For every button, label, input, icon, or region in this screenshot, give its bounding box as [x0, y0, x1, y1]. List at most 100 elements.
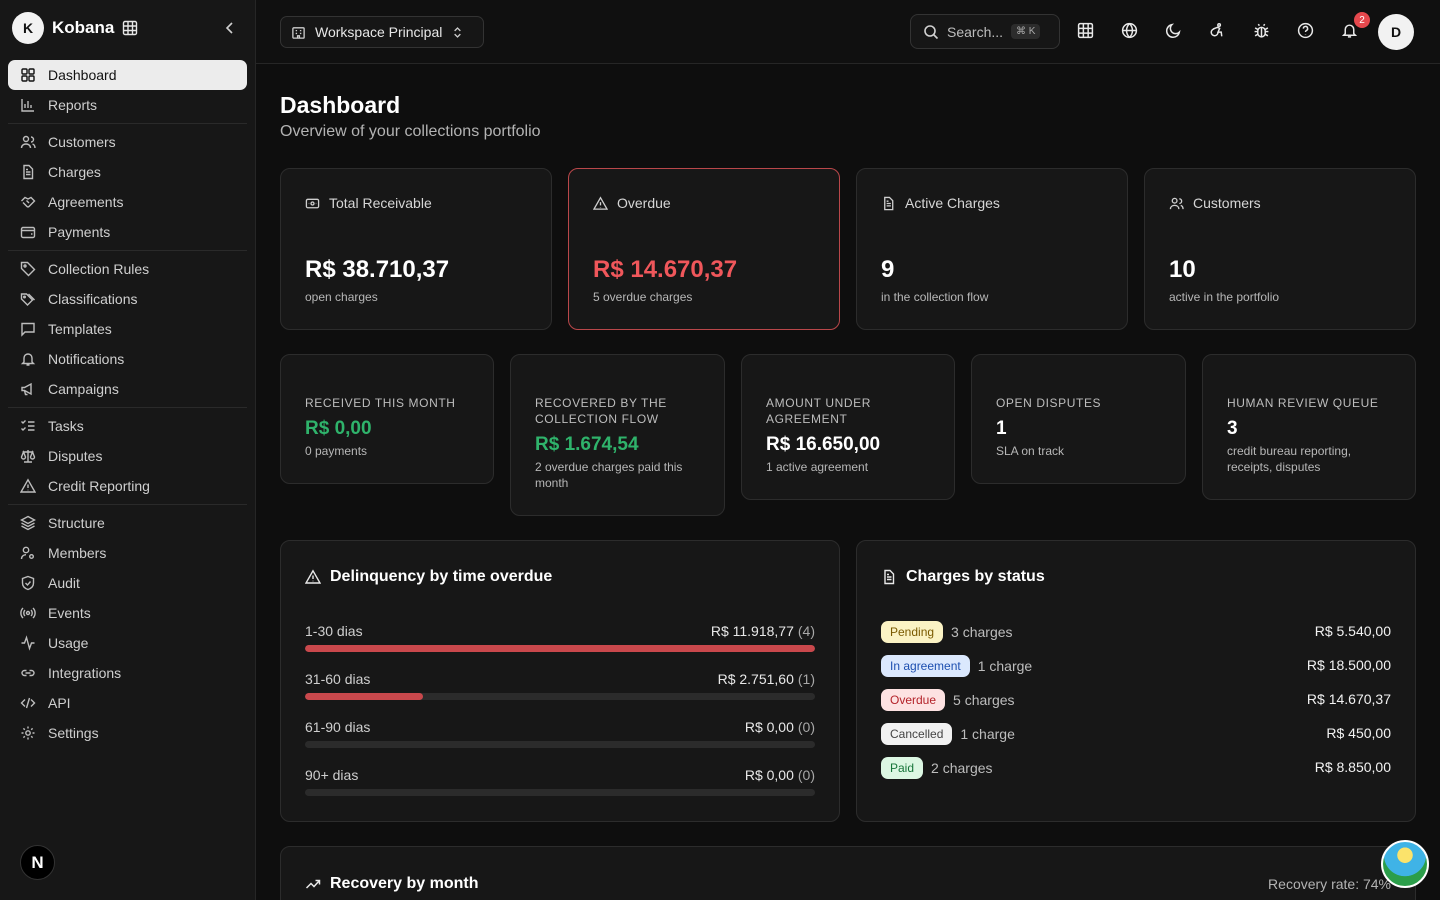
status-amount: R$ 18.500,00	[1306, 657, 1391, 673]
user-avatar[interactable]: D	[1378, 14, 1414, 50]
status-row[interactable]: In agreement 1 charge R$ 18.500,00	[881, 655, 1391, 677]
status-row[interactable]: Paid 2 charges R$ 8.850,00	[881, 757, 1391, 779]
alert-icon	[593, 195, 608, 210]
sidebar-item-label: Templates	[48, 321, 112, 337]
status-badge: Paid	[881, 757, 924, 779]
status-row[interactable]: Pending 3 charges R$ 5.540,00	[881, 621, 1391, 643]
status-amount: R$ 5.540,00	[1314, 623, 1391, 639]
search-button[interactable]: Search... ⌘ K	[910, 14, 1060, 49]
sidebar-item-agreements[interactable]: Agreements	[8, 187, 247, 217]
sidebar-item-campaigns[interactable]: Campaigns	[8, 374, 247, 404]
file-icon	[884, 196, 894, 210]
stat-card-agreement: Amount under agreement R$ 16.650,00 1 ac…	[741, 354, 955, 500]
sidebar-item-customers[interactable]: Customers	[8, 127, 247, 157]
amount-text: R$ 0,00	[744, 719, 794, 735]
sidebar-item-reports[interactable]: Reports	[8, 90, 247, 120]
stat-card-recovered: Recovered by the collection flow R$ 1.67…	[510, 354, 725, 516]
sidebar-item-audit[interactable]: Audit	[8, 568, 247, 598]
sidebar-item-credit-reporting[interactable]: Credit Reporting	[8, 471, 247, 501]
sidebar-item-tasks[interactable]: Tasks	[8, 411, 247, 441]
kpi-header: Active Charges	[881, 195, 1000, 211]
delinquency-row: 61-90 dias R$ 0,00 (0)	[305, 719, 815, 745]
kpi-note: active in the portfolio	[1169, 290, 1280, 304]
workspace-selector[interactable]: Workspace Principal	[280, 16, 484, 48]
sidebar-item-collection-rules[interactable]: Collection Rules	[8, 254, 247, 284]
gear-icon	[21, 726, 35, 740]
stat-label: Amount under agreement	[766, 396, 871, 426]
sidebar-item-charges[interactable]: Charges	[8, 157, 247, 187]
activity-icon	[21, 635, 35, 651]
stat-note: 1 active agreement	[766, 460, 869, 474]
kpi-label: Overdue	[617, 195, 671, 211]
range-amount: R$ 2.751,60 (1)	[718, 671, 815, 687]
brand[interactable]: K Kobana	[12, 12, 244, 44]
kpi-header: Overdue	[593, 195, 671, 211]
sidebar-item-api[interactable]: API	[8, 688, 247, 718]
delinquency-bar	[305, 741, 815, 748]
divider	[8, 504, 247, 505]
panel-title-text: Recovery by month	[330, 875, 479, 892]
sidebar-item-members[interactable]: Members	[8, 538, 247, 568]
sidebar-item-disputes[interactable]: Disputes	[8, 441, 247, 471]
delinquency-bar	[305, 693, 815, 700]
sidebar-item-classifications[interactable]: Classifications	[8, 284, 247, 314]
megaphone-icon	[21, 382, 32, 396]
sidebar-item-dashboard[interactable]: Dashboard	[8, 60, 247, 90]
chevron-left-icon[interactable]	[222, 20, 238, 36]
divider	[8, 123, 247, 124]
kpi-card-active-charges: Active Charges 9 in the collection flow	[856, 168, 1128, 330]
amount-text: R$ 11.918,77	[710, 623, 794, 639]
radio-icon	[20, 607, 36, 619]
moon-icon[interactable]	[1165, 22, 1182, 39]
kpi-header: Customers	[1169, 195, 1261, 211]
sidebar-item-notifications[interactable]: Notifications	[8, 344, 247, 374]
sidebar-item-structure[interactable]: Structure	[8, 508, 247, 538]
help-icon[interactable]	[1297, 22, 1314, 39]
bell-icon[interactable]	[1341, 22, 1358, 39]
kpi-card-overdue: Overdue R$ 14.670,37 5 overdue charges	[568, 168, 840, 330]
stat-value: 3	[1227, 418, 1238, 439]
tag-icon	[20, 261, 36, 277]
globe-icon[interactable]	[1121, 22, 1138, 39]
kpi-header: Total Receivable	[305, 195, 432, 211]
brand-name: Kobana	[52, 18, 115, 37]
handshake-icon	[21, 196, 36, 208]
sidebar-item-settings[interactable]: Settings	[8, 718, 247, 748]
file-icon	[884, 569, 895, 585]
delinquency-row: 90+ dias R$ 0,00 (0)	[305, 767, 815, 793]
sidebar-item-events[interactable]: Events	[8, 598, 247, 628]
sidebar-item-label: Tasks	[48, 418, 84, 434]
sidebar-item-payments[interactable]: Payments	[8, 217, 247, 247]
floating-assistant-button[interactable]	[1381, 840, 1429, 888]
sidebar-item-label: Structure	[48, 515, 105, 531]
sidebar-item-usage[interactable]: Usage	[8, 628, 247, 658]
user-cog-icon	[20, 546, 34, 560]
status-amount: R$ 14.670,37	[1306, 691, 1391, 707]
panel-title: Charges by status	[881, 568, 1045, 586]
message-icon	[21, 322, 35, 337]
n-logo[interactable]: N	[20, 845, 55, 880]
sidebar-item-templates[interactable]: Templates	[8, 314, 247, 344]
kpi-value: R$ 38.710,37	[305, 256, 450, 283]
stat-label: Recovered by the collection flow	[535, 396, 667, 426]
delinquency-bar-fill	[305, 693, 423, 700]
delinquency-bar-fill	[305, 645, 815, 652]
panel-title: Recovery by month	[305, 875, 478, 893]
status-row[interactable]: Overdue 5 charges R$ 14.670,37	[881, 689, 1391, 711]
status-amount: R$ 8.850,00	[1314, 759, 1391, 775]
stat-note: credit bureau reporting, receipts, dispu…	[1227, 444, 1352, 474]
stat-note: SLA on track	[996, 444, 1065, 458]
sidebar-item-label: Settings	[48, 725, 99, 741]
status-row[interactable]: Cancelled 1 charge R$ 450,00	[881, 723, 1391, 745]
table-icon[interactable]	[1077, 22, 1094, 39]
users-icon	[20, 135, 36, 149]
kpi-note: 5 overdue charges	[593, 290, 693, 304]
bug-icon[interactable]	[1253, 22, 1270, 39]
accessibility-icon[interactable]	[1209, 22, 1226, 39]
recovery-rate: Recovery rate: 74%	[1268, 876, 1391, 892]
sidebar-item-integrations[interactable]: Integrations	[8, 658, 247, 688]
sidebar-item-label: Members	[48, 545, 107, 561]
sidebar-item-label: API	[48, 695, 71, 711]
sidebar-item-label: Agreements	[48, 194, 124, 210]
kpi-label: Total Receivable	[329, 195, 432, 211]
